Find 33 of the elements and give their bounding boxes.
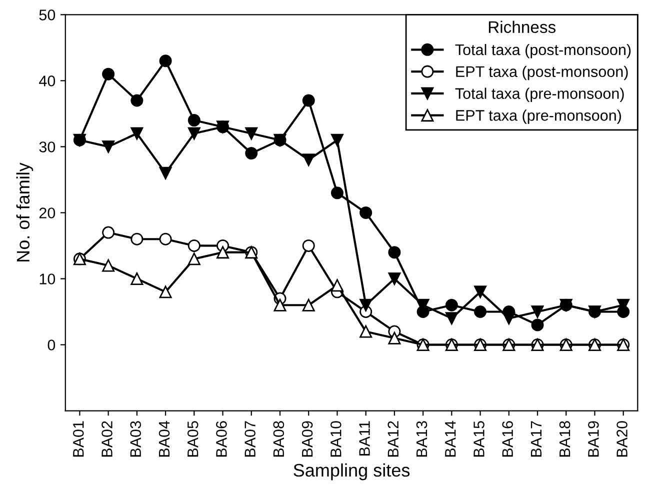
x-tick-label: BA18 bbox=[559, 421, 570, 457]
x-tick-label: BA03 bbox=[130, 421, 142, 457]
y-axis-title: No. of family bbox=[16, 162, 34, 262]
x-tick-label: BA14 bbox=[445, 420, 456, 457]
x-tick-label: BA13 bbox=[416, 421, 428, 457]
y-tick-label: 10 bbox=[40, 274, 56, 284]
x-tick-label: BA06 bbox=[216, 421, 227, 457]
x-tick-label: BA17 bbox=[530, 421, 542, 457]
x-tick-label: BA04 bbox=[158, 420, 170, 457]
x-tick-label: BA09 bbox=[302, 421, 313, 457]
x-tick-label: BA15 bbox=[474, 421, 484, 457]
x-tick-label: BA19 bbox=[588, 421, 599, 457]
y-tick-label: 20 bbox=[39, 208, 56, 218]
x-tick-label: BA01 bbox=[72, 421, 84, 457]
y-tick-label: 50 bbox=[39, 10, 56, 20]
x-tick-label: BA07 bbox=[244, 421, 256, 457]
legend-label: Total taxa (pre-monsoon) bbox=[455, 88, 624, 102]
legend-label: EPT taxa (pre-monsoon) bbox=[456, 110, 621, 124]
legend-label: Total taxa (post-monsoon) bbox=[455, 44, 631, 58]
x-tick-label: BA20 bbox=[616, 421, 628, 457]
x-tick-label: BA02 bbox=[102, 421, 112, 457]
x-tick-label: BA11 bbox=[359, 421, 370, 456]
y-tick-label: 30 bbox=[39, 142, 56, 152]
x-tick-label: BA16 bbox=[502, 421, 513, 457]
x-tick-label: BA05 bbox=[187, 421, 198, 457]
x-tick-label: BA08 bbox=[273, 421, 284, 457]
legend-label: EPT taxa (post-monsoon) bbox=[456, 66, 628, 80]
y-tick-label: 40 bbox=[39, 76, 56, 86]
x-axis-title: Sampling sites bbox=[294, 463, 410, 480]
y-tick-label: 0 bbox=[48, 340, 56, 350]
x-tick-label: BA12 bbox=[388, 421, 398, 457]
x-tick-label: BA10 bbox=[330, 421, 342, 457]
legend-title: Richness bbox=[488, 20, 556, 34]
